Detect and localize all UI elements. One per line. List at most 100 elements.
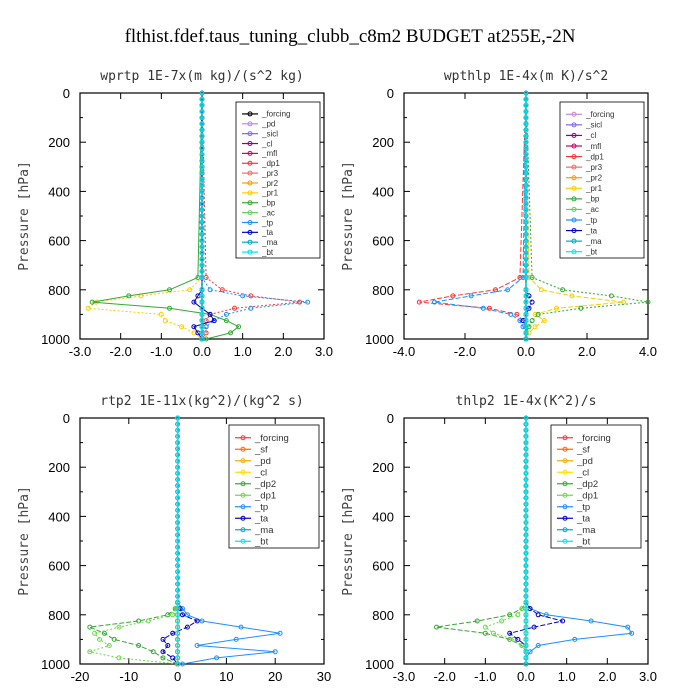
zero-segment-point xyxy=(523,103,529,108)
x-tick-label: -3.0 xyxy=(69,344,91,359)
y-tick-label: 800 xyxy=(48,608,70,623)
zero-segment-point xyxy=(523,428,529,433)
data-point xyxy=(126,293,132,299)
zero-segment-point xyxy=(175,421,180,427)
x-tick-label: 2.0 xyxy=(274,344,292,359)
series-bt xyxy=(523,415,529,667)
zero-segment-point xyxy=(523,226,529,231)
data-point xyxy=(145,618,151,624)
data-point xyxy=(529,275,535,280)
data-point xyxy=(199,299,205,305)
zero-segment-point xyxy=(199,189,205,194)
data-point xyxy=(175,612,181,618)
zero-segment-point xyxy=(175,526,180,532)
data-point xyxy=(482,630,488,636)
legend-marker xyxy=(571,238,577,244)
zero-segment-point xyxy=(523,594,529,599)
y-tick-label: 0 xyxy=(63,411,70,426)
legend-label: _cl xyxy=(576,468,589,479)
series-dp2 xyxy=(434,415,529,667)
legend-marker xyxy=(571,249,577,255)
data-point xyxy=(523,324,529,330)
zero-segment-point xyxy=(175,538,180,544)
data-point xyxy=(523,661,529,667)
zero-segment-point xyxy=(199,139,205,145)
zero-segment-point xyxy=(523,250,529,256)
y-tick-label: 400 xyxy=(48,509,70,524)
zero-segment-point xyxy=(199,207,205,213)
data-point xyxy=(560,618,566,624)
y-axis-label: Pressure [hPa] xyxy=(341,486,356,596)
series-dp2 xyxy=(87,415,181,667)
x-tick-label: 2.0 xyxy=(578,344,596,359)
data-point xyxy=(526,293,532,299)
data-point xyxy=(523,305,529,311)
chart-panel-2: wpthlp 1E-4x(m K)/s^2 0 200 400 600 800 1000-4… xyxy=(341,69,657,359)
legend-label: _bt xyxy=(585,248,598,257)
data-point xyxy=(523,606,529,612)
series-line xyxy=(436,418,527,664)
zero-segment-point xyxy=(523,514,529,519)
data-point xyxy=(529,299,535,305)
legend-label: _forcing xyxy=(261,110,290,119)
data-point xyxy=(523,600,529,605)
zero-segment-point xyxy=(199,146,205,151)
legend-marker xyxy=(247,180,253,186)
data-point xyxy=(175,630,181,636)
data-point xyxy=(625,624,631,630)
legend-label: _ac xyxy=(261,208,275,217)
data-point xyxy=(97,636,102,642)
zero-segment-point xyxy=(523,127,529,133)
legend-marker xyxy=(562,527,568,533)
legend-label: _cl xyxy=(585,131,596,140)
zero-segment-point xyxy=(175,489,180,495)
zero-segment-point xyxy=(523,575,529,581)
data-point xyxy=(569,293,575,299)
x-tick-label: 1.0 xyxy=(234,344,252,359)
x-tick-label: -2.0 xyxy=(433,669,455,684)
data-point xyxy=(232,305,237,311)
legend-label: _dp1 xyxy=(576,491,598,502)
data-point xyxy=(588,618,594,624)
data-point xyxy=(199,336,205,342)
zero-segment-point xyxy=(175,532,180,538)
data-point xyxy=(238,624,244,630)
legend-marker xyxy=(562,515,568,521)
legend-marker xyxy=(571,111,577,117)
zero-segment-point xyxy=(523,446,529,452)
y-tick-label: 600 xyxy=(372,234,394,249)
zero-segment-point xyxy=(199,244,205,250)
zero-segment-point xyxy=(199,183,205,188)
zero-segment-point xyxy=(523,201,529,206)
zero-segment-point xyxy=(175,508,180,513)
zero-segment-point xyxy=(175,581,180,587)
data-point xyxy=(297,299,303,305)
data-point xyxy=(89,299,95,305)
legend-label: _ma xyxy=(261,238,278,247)
data-point xyxy=(523,655,529,661)
data-point xyxy=(116,655,122,661)
data-point xyxy=(505,287,511,293)
data-point xyxy=(468,293,474,299)
data-point xyxy=(554,305,559,311)
legend-marker xyxy=(247,141,253,147)
zero-segment-point xyxy=(523,581,529,587)
zero-segment-point xyxy=(175,471,180,476)
legend-label: _sicl xyxy=(585,121,602,130)
legend-marker xyxy=(562,446,568,452)
data-point xyxy=(535,612,541,618)
data-point xyxy=(165,643,171,648)
data-point xyxy=(106,643,112,648)
data-point xyxy=(175,624,181,630)
data-point xyxy=(233,636,239,642)
legend-marker xyxy=(240,435,246,441)
legend-marker xyxy=(571,196,577,202)
legend: _forcing_sf_pd_cl_dp2_dp1_tp_ta_ma_bt xyxy=(228,424,320,549)
zero-segment-point xyxy=(175,520,180,525)
data-point xyxy=(517,275,523,280)
legend-label: _sicl xyxy=(261,129,278,138)
data-point xyxy=(175,661,181,667)
data-point xyxy=(491,630,496,636)
legend-label: _dp1 xyxy=(585,152,604,161)
